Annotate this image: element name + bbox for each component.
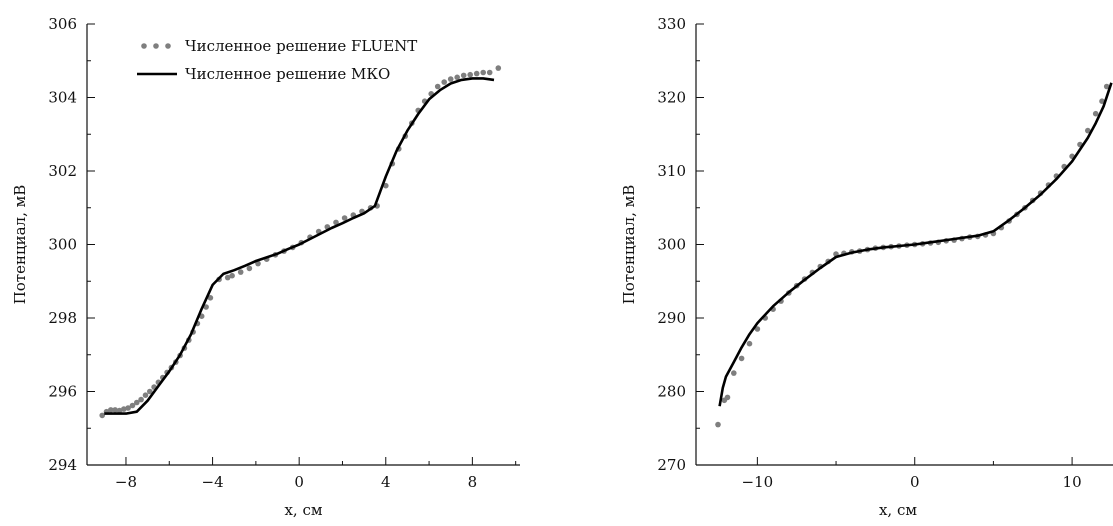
y-tick-label: 298 [48,309,77,327]
fluent-point [108,407,114,413]
fluent-point [147,388,153,395]
fluent-point [473,70,480,77]
y-axis-label: Потенциал, мВ [620,185,638,305]
legend-label-mko: Численное решение МКО [185,65,390,83]
mko-line [718,82,1113,407]
x-tick-label: 4 [381,473,391,491]
fluent-point [341,215,348,221]
fluent-point [447,76,454,82]
y-tick-label: 302 [48,162,77,180]
fluent-point [383,182,389,189]
x-axis-label: x, см [879,501,917,519]
y-tick-label: 300 [48,236,77,254]
fluent-point [255,260,261,267]
y-axis-label: Потенциал, мВ [11,185,29,305]
fluent-point [224,274,231,281]
fluent-point [203,304,209,310]
x-axis-label: x, см [284,501,322,519]
plot-area [99,65,502,419]
fluent-point [486,69,493,76]
legend-dot-symbol [153,43,159,49]
x-tick-label: 0 [910,473,920,491]
fluent-point [129,402,136,409]
legend-label-fluent: Численное решение FLUENT [185,37,417,55]
plot-area [715,82,1113,428]
fluent-point [125,405,131,411]
fluent-point [434,83,441,90]
fluent-point [207,295,214,301]
fluent-point [112,407,118,413]
y-tick-label: 296 [48,383,77,401]
fluent-point [1085,127,1091,134]
y-tick-label: 304 [48,89,77,107]
y-tick-label: 270 [657,456,686,474]
x-tick-label: −4 [202,473,224,491]
x-tick-label: 0 [294,473,304,491]
legend-dot-symbol [165,43,171,49]
fluent-point [1092,110,1099,117]
fluent-point [495,65,502,71]
x-tick-label: −10 [742,473,774,491]
fluent-point [454,74,461,81]
legend-dot-symbol [141,43,147,49]
x-tick-label: 10 [1063,473,1082,491]
fluent-point [467,71,474,78]
fluent-point [731,370,737,376]
y-tick-label: 294 [48,456,77,474]
fluent-point [134,399,140,406]
right-chart: 270 280 290 300 310 320 330 −10 0 10 x, см Потенциа… [620,15,1113,519]
fluent-point [229,272,235,279]
y-tick-label: 320 [657,89,686,107]
fluent-point [441,79,448,85]
y-tick-label: 300 [657,236,686,254]
fluent-point [1103,83,1110,90]
y-tick-label: 280 [657,383,686,401]
fluent-point [1099,98,1105,104]
fluent-point [121,406,127,412]
x-tick-label: 8 [468,473,478,491]
y-tick-label: 290 [657,309,686,327]
fluent-point [738,355,745,362]
fluent-point [246,265,253,272]
fluent-point [746,340,753,347]
fluent-point [116,407,123,414]
fluent-point [754,326,761,332]
y-tick-label: 310 [657,162,686,180]
fluent-point [333,219,339,226]
y-tick-label: 330 [657,15,686,33]
mko-line [104,77,495,415]
left-chart: 294 296 298 300 302 304 306 −8 −4 0 4 8 x, см Потенци… [11,15,520,519]
x-tick-label: −8 [115,473,137,491]
fluent-point [142,392,149,399]
fluent-point [715,421,721,428]
fluent-point [724,394,731,401]
fluent-point [99,412,105,419]
fluent-point [460,72,467,79]
fluent-point [138,396,144,403]
y-tick-label: 306 [48,15,77,33]
fluent-point [237,269,244,275]
fluent-point [480,69,487,76]
